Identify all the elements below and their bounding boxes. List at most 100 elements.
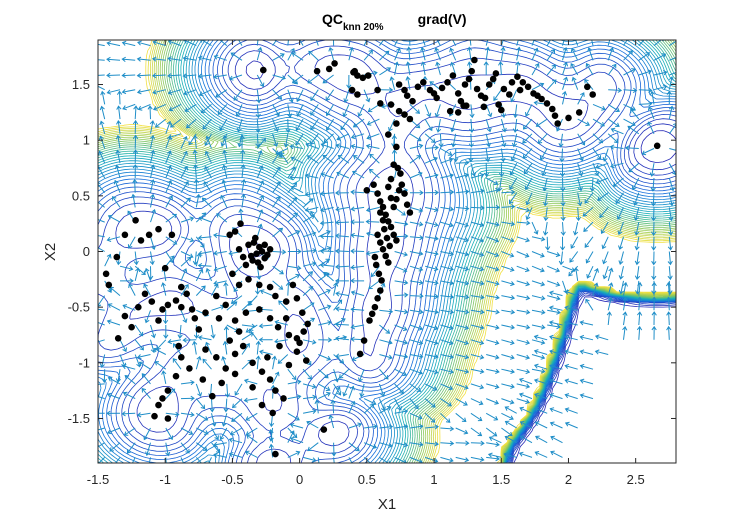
gradient-arrow xyxy=(116,90,123,105)
data-point xyxy=(381,225,388,233)
x-tick-label: -1.5 xyxy=(87,472,109,487)
data-point xyxy=(397,170,404,177)
gradient-arrow xyxy=(592,103,606,111)
data-point xyxy=(293,295,301,302)
gradient-arrow xyxy=(498,163,505,178)
gradient-arrow xyxy=(350,306,365,312)
x-tick-label: 0.5 xyxy=(358,472,376,487)
gradient-arrow xyxy=(302,383,317,389)
gradient-arrow xyxy=(223,325,230,340)
gradient-arrow xyxy=(302,271,314,282)
data-point xyxy=(231,350,239,358)
gradient-arrow xyxy=(272,166,281,179)
gradient-arrow xyxy=(425,293,439,300)
gradient-arrow xyxy=(531,324,546,330)
gradient-arrow xyxy=(486,398,500,405)
gradient-arrow xyxy=(335,248,349,254)
gradient-arrow xyxy=(516,265,530,273)
gradient-arrow xyxy=(394,292,409,298)
gradient-arrow xyxy=(195,457,202,463)
gradient-arrow xyxy=(213,54,227,61)
gradient-arrow xyxy=(335,278,349,284)
data-point xyxy=(276,342,283,350)
gradient-arrow xyxy=(271,355,277,370)
gradient-arrow xyxy=(512,119,519,133)
gradient-arrow xyxy=(357,104,365,118)
data-point xyxy=(374,86,381,94)
gradient-arrow xyxy=(533,349,548,355)
gradient-arrow xyxy=(350,219,365,225)
gradient-arrow xyxy=(195,236,205,249)
gradient-arrow xyxy=(240,149,246,164)
gradient-arrow xyxy=(141,387,151,399)
gradient-arrow xyxy=(394,456,407,463)
gradient-arrow xyxy=(549,349,563,355)
gradient-arrow xyxy=(114,164,121,179)
gradient-arrow xyxy=(272,371,280,385)
gradient-arrow xyxy=(455,440,470,446)
gradient-arrow xyxy=(272,195,281,208)
gradient-arrow xyxy=(210,324,216,339)
gradient-arrow xyxy=(219,427,228,441)
gradient-arrow xyxy=(651,280,657,295)
gradient-arrow xyxy=(130,193,137,208)
gradient-arrow xyxy=(424,133,436,143)
gradient-arrow xyxy=(440,354,454,360)
gradient-arrow xyxy=(440,221,454,228)
gradient-arrow xyxy=(531,295,546,301)
data-point xyxy=(575,109,583,116)
gradient-arrow xyxy=(579,378,594,385)
gradient-arrow xyxy=(455,251,470,257)
gradient-arrow xyxy=(394,398,402,411)
data-point xyxy=(261,254,269,262)
chart-title: QCknn 20% grad(V) xyxy=(322,11,467,33)
gradient-arrow xyxy=(121,89,136,95)
data-point xyxy=(433,94,441,102)
gradient-arrow xyxy=(256,89,262,104)
gradient-arrow xyxy=(546,48,555,61)
data-point xyxy=(390,203,398,211)
data-point xyxy=(155,317,162,324)
gradient-arrow xyxy=(405,76,411,90)
data-point xyxy=(178,354,185,361)
gradient-arrow xyxy=(287,412,300,421)
gradient-arrow xyxy=(504,435,517,444)
gradient-arrow xyxy=(134,265,146,276)
data-point xyxy=(145,231,153,239)
gradient-arrow xyxy=(204,150,212,164)
data-point xyxy=(379,246,387,253)
gradient-arrow xyxy=(167,339,182,345)
gradient-arrow xyxy=(425,189,439,196)
gradient-arrow xyxy=(379,368,389,380)
gradient-arrow xyxy=(256,40,259,46)
data-point xyxy=(385,218,392,225)
gradient-arrow xyxy=(285,119,291,133)
gradient-arrow xyxy=(667,266,673,281)
data-point xyxy=(406,115,414,123)
gradient-arrow xyxy=(575,40,579,46)
gradient-arrow xyxy=(420,46,426,61)
gradient-arrow xyxy=(531,265,545,273)
gradient-arrow xyxy=(531,236,546,242)
data-point xyxy=(222,365,229,372)
gradient-arrow xyxy=(394,424,409,430)
gradient-arrow xyxy=(486,294,500,300)
gradient-arrow xyxy=(504,406,517,414)
gradient-arrow xyxy=(231,398,243,409)
data-point xyxy=(393,143,400,151)
gradient-arrow xyxy=(215,89,228,98)
gradient-arrow xyxy=(516,368,531,375)
gradient-arrow xyxy=(255,133,261,148)
data-point xyxy=(519,79,527,86)
gradient-arrow xyxy=(409,398,419,410)
gradient-arrow xyxy=(177,324,183,339)
data-point xyxy=(377,100,384,107)
gradient-arrow xyxy=(425,309,439,315)
gradient-arrow xyxy=(618,266,624,280)
gradient-arrow xyxy=(180,197,191,208)
gradient-arrow xyxy=(302,339,317,345)
gradient-arrow xyxy=(549,363,563,370)
gradient-arrow xyxy=(255,119,261,133)
data-point xyxy=(371,253,379,261)
